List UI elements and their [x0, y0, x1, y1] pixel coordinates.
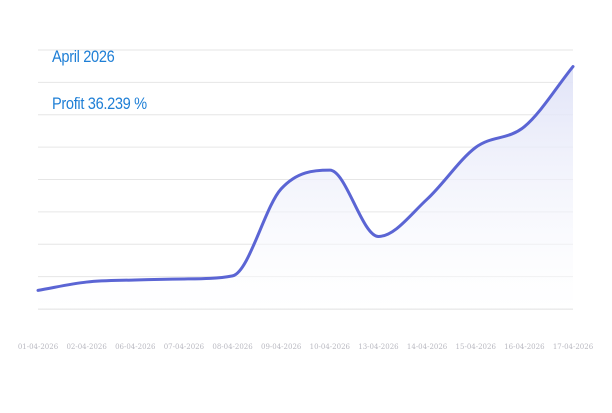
x-axis-ticks: 01-04-2026 02-04-2026 06-04-2026 07-04-2026… [18, 343, 594, 351]
x-tick-label: 09-04-2026 [261, 343, 302, 351]
data-point-06-04-2026 [132, 277, 138, 283]
x-tick-label: 07-04-2026 [164, 343, 205, 351]
series-line [36, 65, 575, 292]
x-tick-label: 16-04-2026 [504, 343, 545, 351]
x-tick-label: 08-04-2026 [212, 343, 253, 351]
data-point-16-04-2026 [521, 124, 527, 130]
data-point-08-04-2026 [230, 273, 236, 279]
chart-subtitle: Profit 36.239 % [52, 94, 147, 113]
data-point-01-04-2026 [35, 287, 41, 293]
x-tick-label: 14-04-2026 [407, 343, 448, 351]
series-area [38, 66, 573, 309]
data-point-09-04-2026 [278, 186, 284, 192]
x-tick-label: 13-04-2026 [358, 343, 399, 351]
x-tick-label: 15-04-2026 [456, 343, 497, 351]
data-point-02-04-2026 [84, 279, 90, 285]
data-point-17-04-2026 [570, 64, 576, 70]
data-point-14-04-2026 [424, 196, 430, 202]
chart-title: April 2026 [52, 47, 115, 66]
x-tick-label: 06-04-2026 [115, 343, 156, 351]
x-tick-label: 01-04-2026 [18, 343, 59, 351]
x-tick-label: 17-04-2026 [553, 343, 594, 351]
data-point-07-04-2026 [181, 276, 187, 282]
data-point-13-04-2026 [375, 233, 381, 239]
x-tick-label: 10-04-2026 [310, 343, 351, 351]
x-tick-label: 02-04-2026 [66, 343, 107, 351]
data-point-15-04-2026 [473, 144, 479, 150]
data-point-10-04-2026 [327, 167, 333, 173]
